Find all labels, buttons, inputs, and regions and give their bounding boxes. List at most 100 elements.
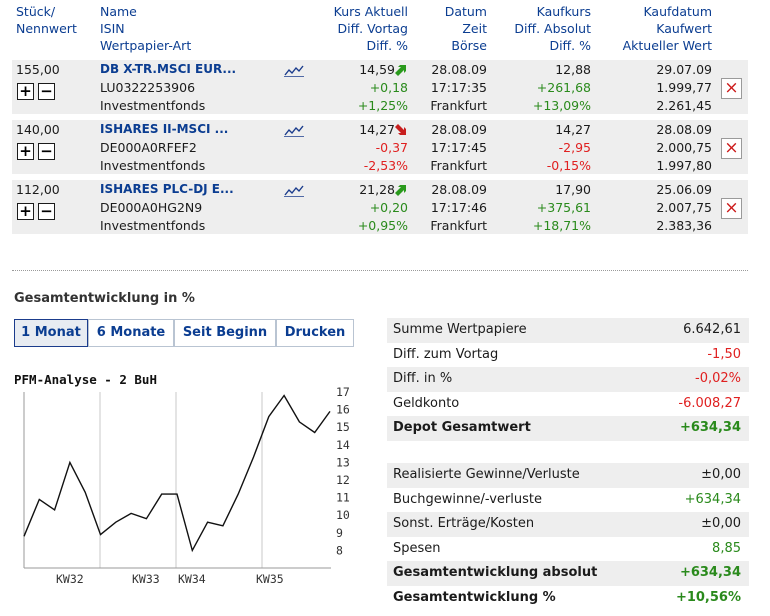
security-type: Investmentfonds — [100, 158, 206, 173]
buy-price: 12,88 — [555, 62, 591, 77]
trend-up-icon — [395, 65, 406, 76]
security-type: Investmentfonds — [100, 98, 206, 113]
header-buy: Kaufkurs Diff. Absolut Diff. % — [514, 3, 591, 54]
header-qty-line1: Stück/ — [16, 4, 56, 19]
header-buy-line2: Diff. Absolut — [514, 21, 591, 36]
current-price: 14,27 — [359, 122, 395, 137]
buy-date: 28.08.09 — [656, 122, 712, 137]
mini-chart-icon[interactable] — [284, 125, 304, 137]
delete-position-button[interactable]: × — [721, 138, 742, 159]
series-line — [23, 394, 331, 553]
buy-price: 14,27 — [555, 122, 591, 137]
header-qty-line2: Nennwert — [16, 21, 77, 36]
current-price: 21,28 — [359, 182, 395, 197]
security-name-link[interactable]: ISHARES PLC-DJ E... — [100, 182, 234, 196]
summary-value: 6.642,61 — [683, 322, 741, 337]
current-price: 14,59 — [359, 62, 395, 77]
header-date-line1: Datum — [444, 4, 487, 19]
header-name-line1: Name — [100, 4, 137, 19]
decrease-quantity-button[interactable]: − — [38, 143, 55, 160]
increase-quantity-button[interactable]: + — [17, 143, 34, 160]
summary-value: ±0,00 — [701, 516, 741, 531]
buy-value: 2.007,75 — [656, 200, 712, 215]
summary-label: Buchgewinne/-verluste — [393, 491, 542, 507]
summary-row: Depot Gesamtwert +634,34 — [387, 416, 749, 441]
summary-label: Geldkonto — [393, 395, 460, 411]
y-tick-label: 14 — [336, 438, 350, 452]
diff-prev-day-percent: +0,95% — [357, 218, 408, 233]
buy-value: 1.999,77 — [656, 80, 712, 95]
table-row — [12, 180, 748, 234]
quantity-value: 112,00 — [16, 182, 60, 197]
summary-label: Gesamtentwicklung absolut — [393, 565, 598, 580]
diff-prev-day: +0,18 — [369, 80, 408, 95]
summary-label: Realisierte Gewinne/Verluste — [393, 467, 580, 482]
exchange-name: Frankfurt — [430, 218, 487, 233]
table-row — [12, 60, 748, 114]
delete-position-button[interactable]: × — [721, 78, 742, 99]
diff-percent: +13,09% — [532, 98, 591, 113]
header-date-line3: Börse — [451, 38, 487, 53]
summary-row: Summe Wertpapiere 6.642,61 — [387, 318, 749, 343]
summary-label: Depot Gesamtwert — [393, 420, 531, 435]
tab-print[interactable]: Drucken — [276, 319, 354, 347]
trend-down-icon — [395, 124, 406, 135]
header-price-line2: Diff. Vortag — [337, 21, 408, 36]
summary-row: Gesamtentwicklung absolut +634,34 — [387, 561, 749, 586]
header-name-line3: Wertpapier-Art — [100, 38, 192, 53]
security-name-link[interactable]: DB X-TR.MSCI EUR... — [100, 62, 237, 76]
header-qty: Stück/ Nennwert — [16, 3, 77, 37]
current-value: 1.997,80 — [656, 158, 712, 173]
summary-value: +634,34 — [679, 420, 741, 435]
summary-label: Sonst. Erträge/Kosten — [393, 516, 535, 531]
header-name-line2: ISIN — [100, 21, 125, 36]
diff-absolute: +375,61 — [536, 200, 591, 215]
quantity-value: 155,00 — [16, 62, 60, 77]
tab-1-month[interactable]: 1 Monat — [14, 319, 88, 347]
security-name-link[interactable]: ISHARES II-MSCI ... — [100, 122, 229, 136]
decrease-quantity-button[interactable]: − — [38, 83, 55, 100]
summary-label: Summe Wertpapiere — [393, 322, 527, 337]
y-tick-label: 12 — [336, 473, 350, 487]
summary-label: Diff. zum Vortag — [393, 346, 499, 362]
delete-position-button[interactable]: × — [721, 198, 742, 219]
summary-value: ±0,00 — [701, 467, 741, 482]
summary-value: +634,34 — [679, 565, 741, 580]
summary-label: Diff. in % — [393, 371, 453, 386]
diff-absolute: +261,68 — [536, 80, 591, 95]
mini-chart-icon[interactable] — [284, 65, 304, 77]
exchange-name: Frankfurt — [430, 98, 487, 113]
isin-value: DE000A0HG2N9 — [100, 200, 203, 215]
summary-row: Geldkonto -6.008,27 — [387, 392, 749, 417]
tab-since-start[interactable]: Seit Beginn — [174, 319, 276, 347]
decrease-quantity-button[interactable]: − — [38, 203, 55, 220]
quote-date: 28.08.09 — [431, 122, 487, 137]
summary-row: Gesamtentwicklung % +10,56% — [387, 586, 749, 611]
x-tick-label: KW35 — [256, 572, 284, 586]
increase-quantity-button[interactable]: + — [17, 83, 34, 100]
increase-quantity-button[interactable]: + — [17, 203, 34, 220]
table-row — [12, 120, 748, 174]
current-value: 2.261,45 — [656, 98, 712, 113]
diff-prev-day-percent: +1,25% — [357, 98, 408, 113]
diff-prev-day: +0,20 — [369, 200, 408, 215]
diff-percent: -0,15% — [546, 158, 591, 173]
y-tick-label: 13 — [336, 455, 350, 469]
summary-row: Sonst. Erträge/Kosten ±0,00 — [387, 512, 749, 537]
trend-up-icon — [395, 185, 406, 196]
mini-chart-icon[interactable] — [284, 185, 304, 197]
y-tick-label: 15 — [336, 420, 350, 434]
quote-date: 28.08.09 — [431, 62, 487, 77]
header-date: Datum Zeit Börse — [445, 3, 487, 54]
header-price: Kurs Aktuell Diff. Vortag Diff. % — [334, 3, 408, 54]
header-price-line3: Diff. % — [366, 38, 408, 53]
y-tick-label: 10 — [336, 508, 350, 522]
y-tick-label: 8 — [336, 543, 343, 557]
summary-value: -1,50 — [707, 346, 741, 362]
summary-value: +634,34 — [684, 491, 741, 507]
tab-6-months[interactable]: 6 Monate — [88, 319, 174, 347]
separator — [12, 270, 748, 271]
quote-date: 28.08.09 — [431, 182, 487, 197]
header-buydate-line1: Kaufdatum — [643, 4, 712, 19]
header-price-line1: Kurs Aktuell — [333, 4, 408, 19]
